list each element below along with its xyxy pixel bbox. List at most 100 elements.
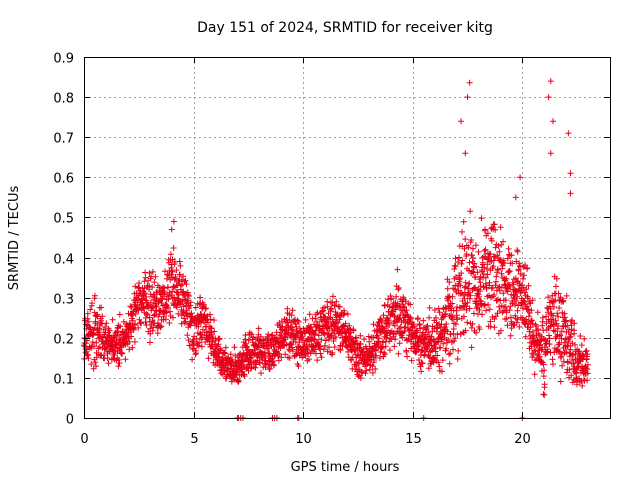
data-point — [92, 359, 99, 366]
data-point — [539, 314, 546, 321]
data-point — [328, 305, 335, 312]
x-tick-label: 5 — [190, 432, 198, 447]
data-point — [302, 316, 309, 323]
data-point — [245, 346, 252, 353]
data-point — [466, 289, 473, 296]
data-point — [435, 359, 442, 366]
data-point — [168, 226, 175, 233]
data-point — [583, 365, 590, 372]
data-point — [336, 303, 343, 310]
data-point — [485, 301, 492, 308]
data-point — [117, 323, 124, 330]
data-point — [442, 324, 449, 331]
data-point — [450, 346, 456, 353]
data-point — [425, 365, 432, 372]
data-point — [145, 303, 152, 310]
data-point — [293, 334, 299, 341]
data-point — [401, 303, 408, 310]
data-point — [158, 323, 165, 330]
data-point — [156, 311, 163, 318]
data-point — [439, 368, 445, 375]
data-point — [579, 382, 586, 389]
data-point — [363, 367, 370, 374]
data-point — [456, 278, 463, 285]
data-point — [428, 333, 435, 340]
data-point — [182, 277, 189, 284]
data-point — [482, 246, 489, 253]
data-point — [403, 307, 410, 314]
data-point — [527, 324, 534, 331]
data-point — [444, 285, 451, 292]
data-point — [395, 350, 402, 357]
points-layer — [80, 78, 591, 421]
data-point — [584, 361, 591, 368]
data-point — [253, 361, 259, 368]
data-point — [153, 307, 159, 314]
y-tick-label: 0.6 — [53, 172, 74, 187]
y-tick-label: 0.3 — [53, 293, 74, 308]
data-point — [373, 352, 380, 359]
data-point — [514, 316, 521, 323]
data-point — [306, 356, 312, 363]
y-tick-label: 0.5 — [53, 212, 74, 227]
data-point — [483, 285, 490, 292]
data-point — [521, 289, 528, 296]
data-point — [102, 324, 109, 330]
data-point — [333, 298, 340, 305]
data-point — [540, 373, 547, 380]
data-point — [306, 311, 313, 318]
data-point — [540, 361, 547, 368]
data-point — [496, 303, 503, 310]
data-point — [146, 270, 153, 276]
data-point — [148, 305, 155, 312]
data-point — [371, 357, 378, 363]
data-point — [197, 320, 204, 326]
data-point — [447, 331, 454, 338]
data-point — [195, 323, 202, 330]
data-point — [109, 316, 116, 323]
data-point — [114, 328, 121, 335]
data-point — [147, 299, 154, 306]
data-point — [255, 325, 262, 332]
data-point — [546, 335, 553, 342]
data-point — [119, 350, 126, 356]
data-point — [99, 313, 106, 320]
data-point — [529, 317, 535, 324]
data-point — [476, 326, 483, 333]
data-point — [481, 301, 488, 308]
y-tick-label: 0.8 — [53, 92, 74, 107]
data-point — [510, 281, 517, 288]
data-point — [452, 335, 459, 342]
data-point — [457, 282, 464, 289]
data-point — [357, 332, 364, 339]
data-point — [482, 280, 489, 287]
data-point — [207, 311, 214, 318]
data-point — [493, 278, 499, 285]
data-point — [520, 297, 527, 304]
data-point — [426, 304, 433, 311]
data-point — [149, 284, 156, 291]
data-point — [269, 358, 276, 365]
data-point — [243, 343, 250, 350]
data-point — [556, 341, 563, 348]
data-point — [529, 320, 536, 327]
data-point — [116, 311, 123, 318]
data-point — [514, 248, 521, 255]
data-point — [472, 274, 479, 281]
data-point — [491, 324, 498, 331]
data-point — [211, 317, 217, 324]
data-point — [547, 305, 554, 312]
data-point — [513, 319, 520, 326]
data-point — [445, 337, 452, 344]
data-point — [469, 321, 476, 327]
data-point — [521, 272, 527, 279]
data-point — [454, 304, 460, 311]
data-point — [512, 194, 519, 201]
data-point — [459, 228, 465, 235]
data-point — [301, 350, 308, 357]
data-point — [446, 360, 453, 367]
data-point — [552, 328, 559, 335]
data-point — [515, 267, 522, 274]
data-point — [376, 335, 382, 342]
data-point — [305, 349, 311, 356]
